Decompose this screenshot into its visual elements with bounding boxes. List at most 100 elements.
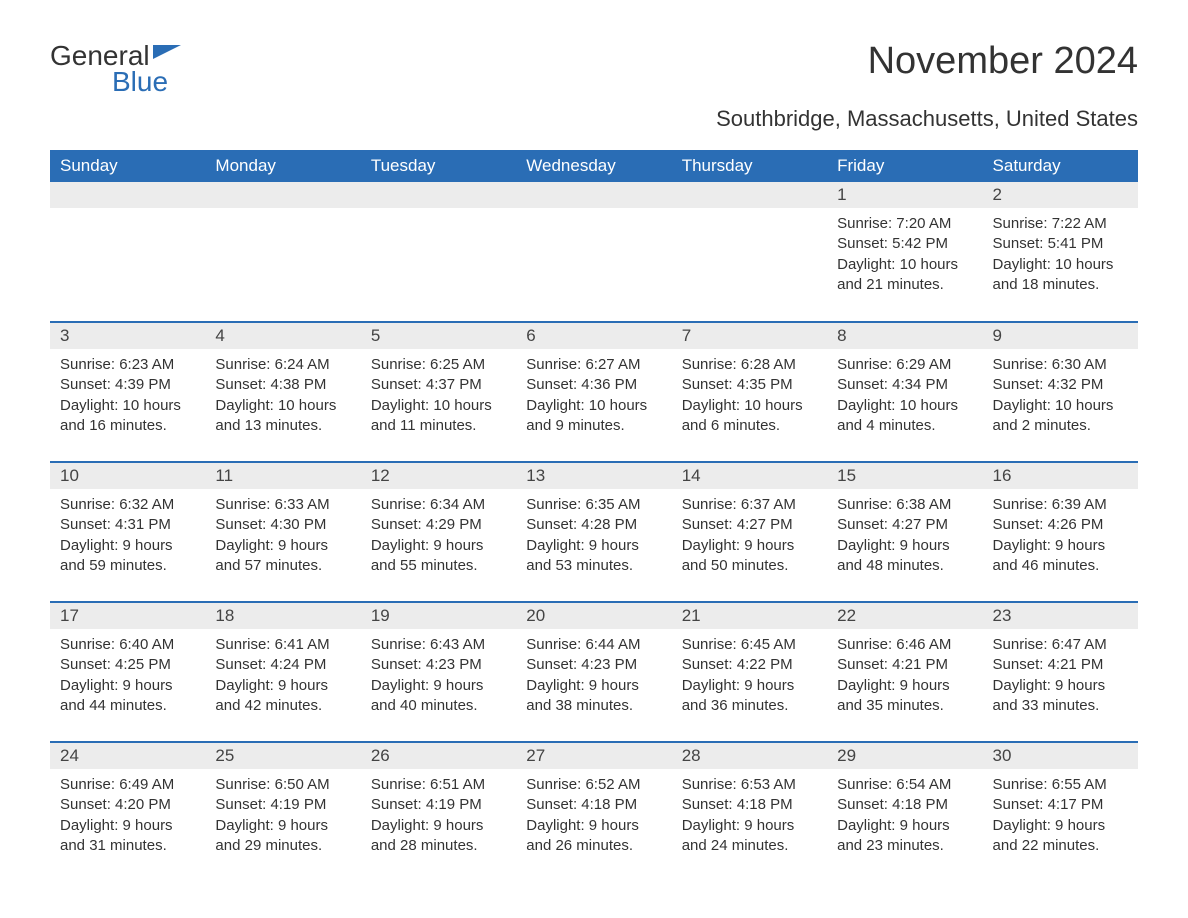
daylight-line: Daylight: 9 hours and 31 minutes. [60, 816, 195, 857]
day-number: 1 [827, 182, 982, 208]
calendar-week-row: 3Sunrise: 6:23 AMSunset: 4:39 PMDaylight… [50, 322, 1138, 462]
sunrise-line: Sunrise: 7:22 AM [993, 214, 1128, 234]
sunrise-line: Sunrise: 6:52 AM [526, 775, 661, 795]
day-body: Sunrise: 6:52 AMSunset: 4:18 PMDaylight:… [516, 769, 671, 860]
calendar-cell [361, 182, 516, 322]
day-body: Sunrise: 6:55 AMSunset: 4:17 PMDaylight:… [983, 769, 1138, 860]
day-body: Sunrise: 6:41 AMSunset: 4:24 PMDaylight:… [205, 629, 360, 720]
sunset-line: Sunset: 4:17 PM [993, 795, 1128, 815]
brand-text-2: Blue [112, 66, 168, 98]
calendar-cell: 17Sunrise: 6:40 AMSunset: 4:25 PMDayligh… [50, 602, 205, 742]
day-body: Sunrise: 6:43 AMSunset: 4:23 PMDaylight:… [361, 629, 516, 720]
calendar-week-row: 1Sunrise: 7:20 AMSunset: 5:42 PMDaylight… [50, 182, 1138, 322]
sunrise-line: Sunrise: 6:44 AM [526, 635, 661, 655]
sunrise-line: Sunrise: 6:34 AM [371, 495, 506, 515]
day-body: Sunrise: 6:33 AMSunset: 4:30 PMDaylight:… [205, 489, 360, 580]
sunset-line: Sunset: 4:20 PM [60, 795, 195, 815]
sunset-line: Sunset: 4:38 PM [215, 375, 350, 395]
daylight-line: Daylight: 9 hours and 26 minutes. [526, 816, 661, 857]
calendar-cell: 30Sunrise: 6:55 AMSunset: 4:17 PMDayligh… [983, 742, 1138, 882]
sunrise-line: Sunrise: 6:29 AM [837, 355, 972, 375]
sunset-line: Sunset: 4:26 PM [993, 515, 1128, 535]
sunset-line: Sunset: 4:31 PM [60, 515, 195, 535]
day-number: 15 [827, 463, 982, 489]
sunrise-line: Sunrise: 6:25 AM [371, 355, 506, 375]
day-number-empty [50, 182, 205, 208]
sunset-line: Sunset: 4:34 PM [837, 375, 972, 395]
calendar-week-row: 10Sunrise: 6:32 AMSunset: 4:31 PMDayligh… [50, 462, 1138, 602]
day-body: Sunrise: 6:44 AMSunset: 4:23 PMDaylight:… [516, 629, 671, 720]
sunset-line: Sunset: 5:41 PM [993, 234, 1128, 254]
day-body: Sunrise: 6:53 AMSunset: 4:18 PMDaylight:… [672, 769, 827, 860]
day-number: 10 [50, 463, 205, 489]
day-number: 3 [50, 323, 205, 349]
calendar-cell [205, 182, 360, 322]
day-body: Sunrise: 6:38 AMSunset: 4:27 PMDaylight:… [827, 489, 982, 580]
day-number: 13 [516, 463, 671, 489]
day-body: Sunrise: 6:54 AMSunset: 4:18 PMDaylight:… [827, 769, 982, 860]
weekday-header: Tuesday [361, 150, 516, 182]
calendar-cell [672, 182, 827, 322]
sunrise-line: Sunrise: 6:51 AM [371, 775, 506, 795]
daylight-line: Daylight: 10 hours and 11 minutes. [371, 396, 506, 437]
sunset-line: Sunset: 4:18 PM [682, 795, 817, 815]
sunrise-line: Sunrise: 6:40 AM [60, 635, 195, 655]
calendar-cell: 27Sunrise: 6:52 AMSunset: 4:18 PMDayligh… [516, 742, 671, 882]
brand-logo: General Blue [50, 40, 181, 98]
calendar-cell: 25Sunrise: 6:50 AMSunset: 4:19 PMDayligh… [205, 742, 360, 882]
day-number: 4 [205, 323, 360, 349]
sunrise-line: Sunrise: 6:33 AM [215, 495, 350, 515]
weekday-header: Thursday [672, 150, 827, 182]
daylight-line: Daylight: 10 hours and 18 minutes. [993, 255, 1128, 296]
calendar-table: Sunday Monday Tuesday Wednesday Thursday… [50, 150, 1138, 882]
calendar-cell: 2 Sunrise: 7:22 AMSunset: 5:41 PMDaylight… [983, 182, 1138, 322]
sunrise-line: Sunrise: 6:53 AM [682, 775, 817, 795]
weekday-header: Saturday [983, 150, 1138, 182]
day-number: 17 [50, 603, 205, 629]
daylight-line: Daylight: 9 hours and 50 minutes. [682, 536, 817, 577]
day-body: Sunrise: 6:23 AMSunset: 4:39 PMDaylight:… [50, 349, 205, 440]
sunset-line: Sunset: 4:22 PM [682, 655, 817, 675]
daylight-line: Daylight: 9 hours and 22 minutes. [993, 816, 1128, 857]
calendar-cell: 6Sunrise: 6:27 AMSunset: 4:36 PMDaylight… [516, 322, 671, 462]
day-body: Sunrise: 6:45 AMSunset: 4:22 PMDaylight:… [672, 629, 827, 720]
sunset-line: Sunset: 4:19 PM [215, 795, 350, 815]
calendar-cell: 24Sunrise: 6:49 AMSunset: 4:20 PMDayligh… [50, 742, 205, 882]
day-number: 29 [827, 743, 982, 769]
daylight-line: Daylight: 9 hours and 55 minutes. [371, 536, 506, 577]
sunset-line: Sunset: 4:19 PM [371, 795, 506, 815]
day-body: Sunrise: 6:35 AMSunset: 4:28 PMDaylight:… [516, 489, 671, 580]
day-number: 16 [983, 463, 1138, 489]
weekday-header: Sunday [50, 150, 205, 182]
day-body: Sunrise: 6:29 AMSunset: 4:34 PMDaylight:… [827, 349, 982, 440]
sunrise-line: Sunrise: 6:28 AM [682, 355, 817, 375]
weekday-header: Wednesday [516, 150, 671, 182]
calendar-cell: 29Sunrise: 6:54 AMSunset: 4:18 PMDayligh… [827, 742, 982, 882]
day-body: Sunrise: 6:47 AMSunset: 4:21 PMDaylight:… [983, 629, 1138, 720]
sunrise-line: Sunrise: 6:46 AM [837, 635, 972, 655]
day-number-empty [672, 182, 827, 208]
day-number: 5 [361, 323, 516, 349]
sunrise-line: Sunrise: 6:50 AM [215, 775, 350, 795]
day-number: 28 [672, 743, 827, 769]
weekday-header: Monday [205, 150, 360, 182]
calendar-cell: 26Sunrise: 6:51 AMSunset: 4:19 PMDayligh… [361, 742, 516, 882]
calendar-cell: 15Sunrise: 6:38 AMSunset: 4:27 PMDayligh… [827, 462, 982, 602]
page-subtitle: Southbridge, Massachusetts, United State… [50, 106, 1138, 132]
sunrise-line: Sunrise: 6:32 AM [60, 495, 195, 515]
calendar-cell: 4Sunrise: 6:24 AMSunset: 4:38 PMDaylight… [205, 322, 360, 462]
day-body: Sunrise: 6:49 AMSunset: 4:20 PMDaylight:… [50, 769, 205, 860]
day-body: Sunrise: 6:25 AMSunset: 4:37 PMDaylight:… [361, 349, 516, 440]
sunset-line: Sunset: 4:39 PM [60, 375, 195, 395]
day-number: 26 [361, 743, 516, 769]
day-number: 14 [672, 463, 827, 489]
sunset-line: Sunset: 4:18 PM [526, 795, 661, 815]
day-number: 2 [983, 182, 1138, 208]
daylight-line: Daylight: 10 hours and 4 minutes. [837, 396, 972, 437]
daylight-line: Daylight: 9 hours and 59 minutes. [60, 536, 195, 577]
day-body: Sunrise: 6:39 AMSunset: 4:26 PMDaylight:… [983, 489, 1138, 580]
sunset-line: Sunset: 4:23 PM [371, 655, 506, 675]
daylight-line: Daylight: 9 hours and 24 minutes. [682, 816, 817, 857]
daylight-line: Daylight: 9 hours and 53 minutes. [526, 536, 661, 577]
sunset-line: Sunset: 4:23 PM [526, 655, 661, 675]
